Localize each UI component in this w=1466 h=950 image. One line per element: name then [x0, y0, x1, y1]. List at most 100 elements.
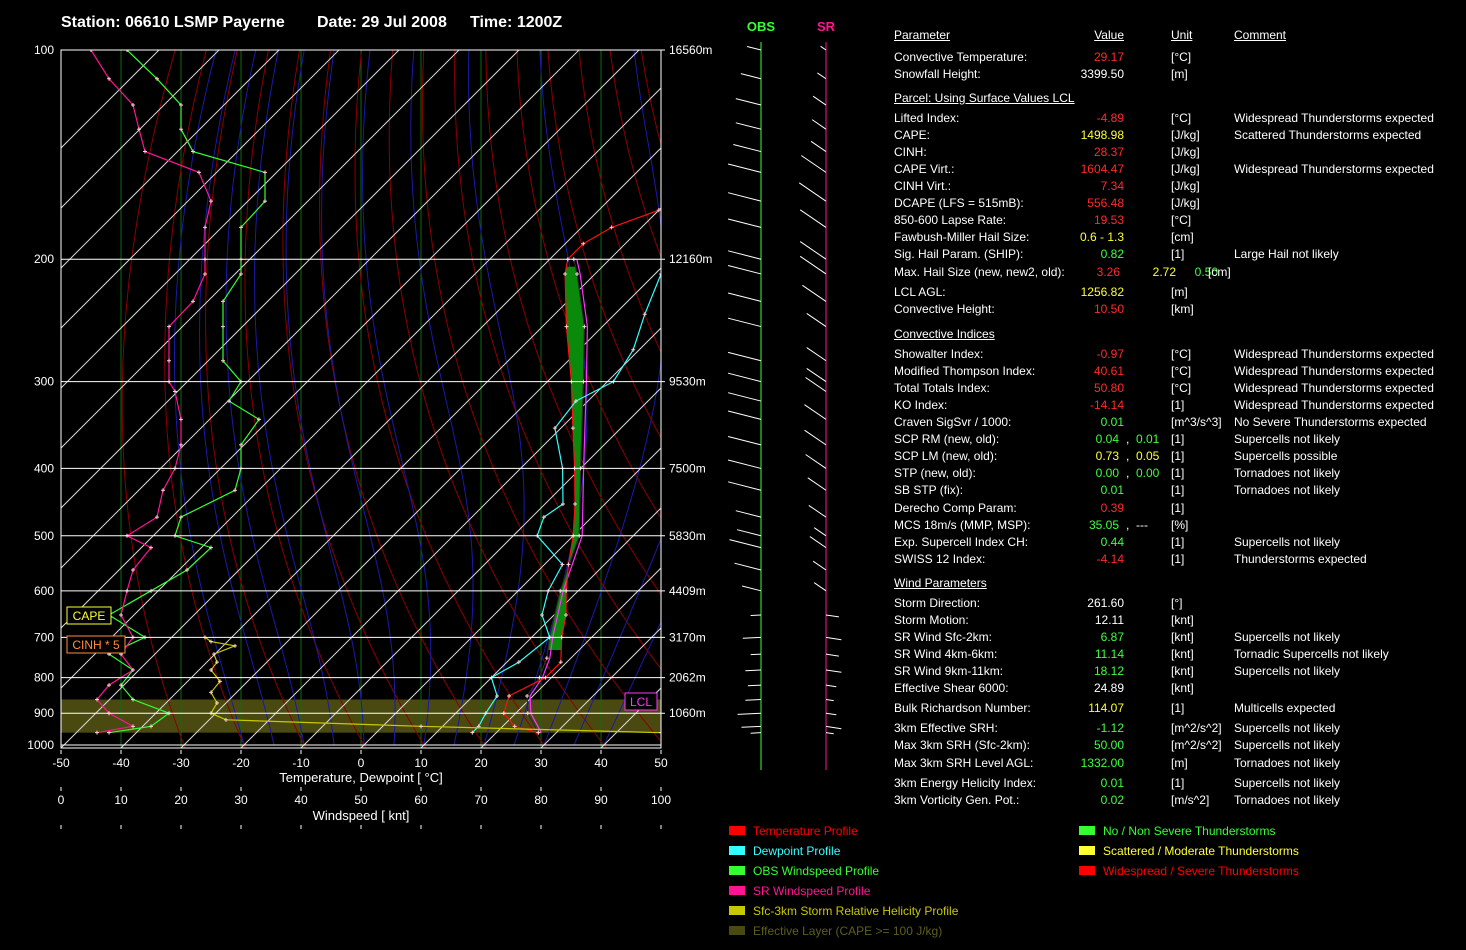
pressure-tick-label: 500: [34, 529, 54, 543]
parcel-line-marker: [525, 693, 530, 698]
row-name: Modified Thompson Index:: [894, 364, 1036, 379]
temperature-profile-marker: [699, 190, 703, 194]
row-name: 850-600 Lapse Rate:: [894, 213, 1007, 228]
station-title: Station: 06610 LSMP Payerne: [61, 14, 285, 31]
row-value: 12.11: [1094, 613, 1124, 627]
obs-wind-stick: [735, 122, 762, 130]
row-name: 3km Energy Helicity Index:: [894, 775, 1037, 790]
row-name: Derecho Comp Param:: [894, 500, 1017, 515]
sr-wind-stick: [825, 653, 839, 657]
sr-windspeed-profile-marker: [107, 683, 111, 688]
row-unit: [1]: [1171, 534, 1185, 549]
obs-wind-stick: [737, 712, 762, 715]
isotherm: [61, 147, 661, 748]
time-title: Time: 1200Z: [470, 14, 563, 31]
sr-windspeed-profile-marker: [197, 170, 201, 175]
table-section-title: Parcel: Using Surface Values LCL: [894, 91, 1075, 105]
row-name: CAPE Virt.:: [894, 162, 955, 177]
pressure-tick-label: 200: [34, 252, 54, 266]
obs-windspeed-profile-marker: [221, 358, 225, 363]
row-unit: [1]: [1171, 500, 1185, 515]
obs-wind-stick: [727, 292, 762, 302]
moist-adiabat: [174, 50, 245, 746]
obs-wind-stick: [747, 684, 762, 687]
row-name: Convective Temperature:: [894, 50, 1028, 64]
row-value: 11.14: [1094, 647, 1124, 662]
height-label: 4409m: [669, 584, 706, 598]
x-axis-tick-label: 0: [58, 793, 65, 807]
obs-wind-stick: [750, 614, 762, 616]
sr-windspeed-profile-marker: [167, 358, 171, 363]
row-value: 0.01: [1100, 775, 1124, 790]
moist-adiabat: [573, 537, 661, 746]
row-comment: Scattered Thunderstorms expected: [1234, 128, 1422, 142]
row-value: 0.02: [1100, 792, 1124, 807]
row-comment: Tornadoes not likely: [1234, 792, 1341, 807]
moist-adiabat: [198, 50, 275, 746]
row-value: 19.53: [1093, 213, 1124, 228]
obs-wind-stick: [745, 698, 762, 701]
temperature-profile-marker: [656, 208, 661, 213]
row-unit: [J/kg]: [1171, 128, 1200, 142]
row-comment: Tornadoes not likely: [1234, 483, 1341, 498]
table-section-title: Convective Indices: [894, 327, 995, 341]
row-name: Max 3km SRH Level AGL:: [894, 755, 1034, 770]
moist-adiabat: [321, 50, 396, 746]
x-axis-tick-label: -30: [172, 756, 190, 770]
row-name: Effective Shear 6000:: [894, 681, 1009, 696]
srh-profile-marker: [659, 730, 661, 735]
row-unit: [°C]: [1171, 111, 1192, 125]
obs-wind-stick: [727, 436, 762, 446]
row-unit: [1]: [1171, 775, 1185, 790]
isotherm: [480, 567, 661, 748]
cape-box-label: CAPE: [73, 609, 106, 623]
row-unit: [J/kg]: [1171, 179, 1200, 194]
x-axis-tick-label: 30: [234, 793, 248, 807]
sr-wind-stick: [811, 119, 827, 130]
dry-adiabat: [354, 50, 547, 748]
row-comment: Tornadoes not likely: [1234, 755, 1341, 770]
x-axis-tick-label: -50: [52, 756, 70, 770]
obs-windspeed-profile-marker: [191, 149, 195, 154]
row-unit: [1]: [1171, 247, 1185, 262]
sr-wind-stick: [817, 72, 827, 80]
obs-windspeed-profile-marker: [149, 724, 153, 729]
row-value-2: 0.00: [1136, 466, 1160, 481]
isotherm: [61, 87, 661, 689]
x-axis-tick-label: 10: [414, 756, 428, 770]
pressure-tick-label: 400: [34, 461, 54, 475]
row-comment: Widespread Thunderstorms expected: [1234, 381, 1434, 396]
row-unit: [knt]: [1171, 613, 1194, 627]
row-unit: [1]: [1171, 551, 1185, 566]
obs-windspeed-profile: [107, 50, 266, 734]
row-unit: [°C]: [1171, 213, 1192, 228]
dewpoint-profile-marker: [631, 347, 636, 352]
sr-wind-stick: [825, 732, 834, 735]
moist-adiabat: [543, 50, 661, 746]
obs-windspeed-profile-marker: [221, 299, 225, 304]
sr-windspeed-profile-marker: [89, 50, 93, 52]
row-name: KO Index:: [894, 398, 948, 413]
sr-wind-stick: [805, 377, 827, 392]
row-value: 18.12: [1093, 664, 1124, 679]
temperature-profile-marker: [564, 612, 569, 617]
sr-windspeed-profile-marker: [155, 515, 159, 520]
sr-wind-stick: [825, 669, 842, 673]
sr-wind-stick: [825, 712, 837, 716]
value-separator: ,: [1126, 432, 1130, 447]
sr-wind-stick: [806, 367, 827, 383]
sr-wind-stick: [825, 684, 837, 688]
plot-frame: [60, 49, 662, 749]
row-value: 6.87: [1100, 630, 1124, 645]
dry-adiabat: [547, 50, 661, 439]
row-comment: Tornadic Supercells not likely: [1234, 647, 1389, 662]
sr-wind-stick: [801, 155, 827, 173]
row-unit: [m/s^2]: [1171, 792, 1210, 807]
isotherm: [61, 50, 400, 389]
x-axis-tick-label: 20: [474, 756, 488, 770]
obs-windspeed-profile-marker: [233, 488, 237, 493]
dry-adiabat: [205, 50, 306, 748]
sr-wind-stick: [810, 140, 827, 152]
legend-label: Sfc-3km Storm Relative Helicity Profile: [753, 904, 959, 918]
obs-windspeed-profile-marker: [263, 170, 267, 175]
